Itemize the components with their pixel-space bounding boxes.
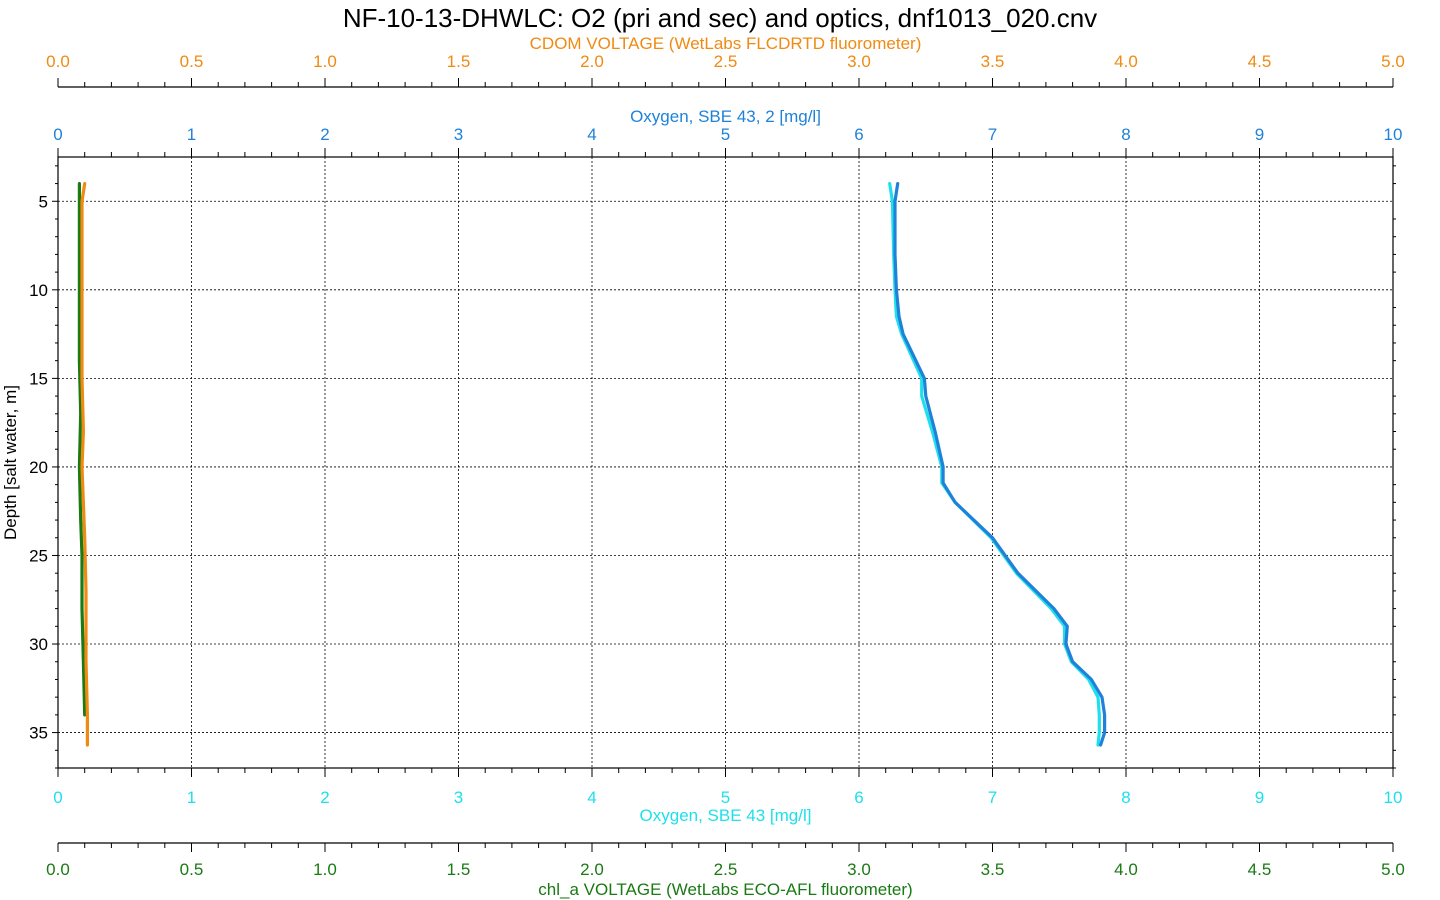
y-tick-label: 15 [29,369,48,388]
series-line-chla [77,182,87,717]
x-axis-title-chla: chl_a VOLTAGE (WetLabs ECO-AFL fluoromet… [538,880,912,899]
x-tick-label: 2 [320,788,329,807]
x-tick-label: 5.0 [1381,52,1405,71]
x-tick-label: 3.0 [847,860,871,879]
data-series [77,182,1107,747]
x-tick-label: 1.5 [447,52,471,71]
x-tick-label: 2 [320,125,329,144]
x-tick-label: 1.0 [313,860,337,879]
x-tick-label: 1.5 [447,860,471,879]
x-tick-label: 8 [1121,788,1130,807]
x-axis-title-oxy1: Oxygen, SBE 43 [mg/l] [640,806,812,825]
x-axis-title-cdom: CDOM VOLTAGE (WetLabs FLCDRTD fluoromete… [530,34,922,53]
x-tick-label: 1 [187,788,196,807]
x-tick-label: 0.5 [180,860,204,879]
x-tick-label: 0.0 [46,860,70,879]
x-tick-label: 3.5 [981,860,1005,879]
x-axis-oxy1: 0 1 2 3 4 5 6 7 8 9 10 Oxygen, SBE 43 [mg/l] [53,768,1402,825]
y-tick-label: 35 [29,724,48,743]
x-tick-label: 10 [1384,125,1403,144]
x-tick-label: 4 [587,125,596,144]
grid-lines [58,157,1393,768]
x-axis-cdom: 0.0 0.5 1.0 1.5 2.0 2.5 3.0 3.5 4.0 4.5 5.0 CDOM VO… [46,34,1405,88]
chart-title: NF-10-13-DHWLC: O2 (pri and sec) and opt… [343,3,1097,33]
x-tick-label: 5 [721,125,730,144]
x-tick-label: 4 [587,788,596,807]
x-tick-label: 1.0 [313,52,337,71]
x-tick-label: 6 [854,788,863,807]
x-tick-label: 7 [988,788,997,807]
x-tick-label: 2.0 [580,52,604,71]
x-tick-label: 8 [1121,125,1130,144]
x-tick-label: 5.0 [1381,860,1405,879]
x-tick-label: 7 [988,125,997,144]
x-tick-label: 9 [1255,788,1264,807]
y-tick-label: 30 [29,635,48,654]
x-tick-label: 3 [454,125,463,144]
x-axis-title-oxy2: Oxygen, SBE 43, 2 [mg/l] [630,107,821,126]
x-tick-label: 4.5 [1248,52,1272,71]
x-tick-label: 0.5 [180,52,204,71]
x-tick-label: 4.0 [1114,52,1138,71]
x-tick-label: 10 [1384,788,1403,807]
y-tick-label: 5 [39,192,48,211]
x-tick-label: 4.0 [1114,860,1138,879]
x-axis-chla: 0.0 0.5 1.0 1.5 2.0 2.5 3.0 3.5 4.0 4.5 5.0 chl_a V… [46,842,1405,899]
x-tick-label: 6 [854,125,863,144]
x-tick-label: 2.0 [580,860,604,879]
x-tick-label: 0 [53,125,62,144]
y-tick-label: 20 [29,458,48,477]
y-axis-label: Depth [salt water, m] [1,385,20,540]
x-tick-label: 3 [454,788,463,807]
series-line-oxy1 [888,182,1101,747]
x-tick-label: 3.5 [981,52,1005,71]
series-line-oxy2 [893,182,1107,747]
x-tick-label: 3.0 [847,52,871,71]
x-tick-label: 0.0 [46,52,70,71]
x-tick-label: 1 [187,125,196,144]
x-tick-label: 0 [53,788,62,807]
x-tick-label: 4.5 [1248,860,1272,879]
x-tick-label: 2.5 [714,52,738,71]
series-line-cdom [80,182,89,747]
x-tick-label: 9 [1255,125,1264,144]
y-tick-label: 25 [29,546,48,565]
x-tick-label: 5 [721,788,730,807]
x-axis-oxy2: 0 1 2 3 4 5 6 7 8 9 10 Oxygen, SBE 43, 2 [mg/l] [53,107,1402,157]
y-tick-label: 10 [29,281,48,300]
x-tick-label: 2.5 [714,860,738,879]
